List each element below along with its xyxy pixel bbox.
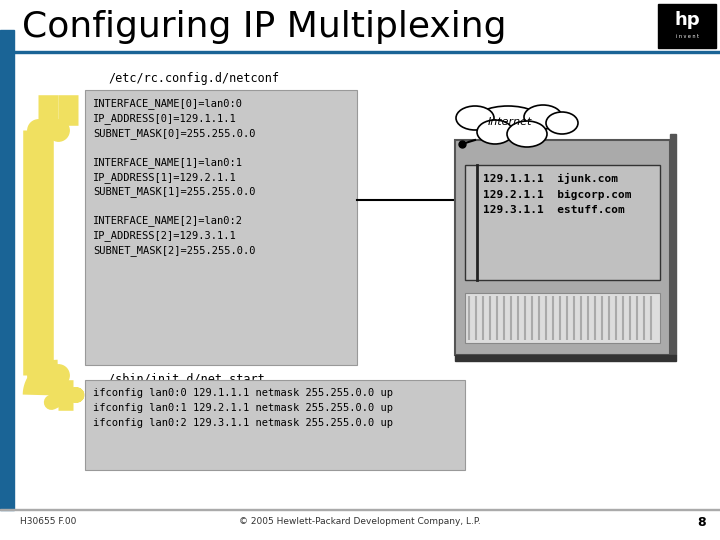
Bar [0,30,14,510]
Text: Configuring IP Multiplexing: Configuring IP Multiplexing [22,10,506,44]
Bar [0,509,720,510]
Text: 8: 8 [698,516,706,529]
Ellipse shape [473,106,543,138]
Text: i n v e n t: i n v e n t [675,35,698,39]
Ellipse shape [507,121,547,147]
Bar [670,134,676,355]
Bar [85,90,357,365]
Bar [465,293,660,343]
Bar [455,355,676,361]
Text: hp: hp [674,11,700,29]
Text: Internet: Internet [488,117,532,127]
Bar [658,4,716,48]
Text: 129.1.1.1  ijunk.com
129.2.1.1  bigcorp.com
129.3.1.1  estuff.com: 129.1.1.1 ijunk.com 129.2.1.1 bigcorp.co… [483,173,631,215]
Text: /etc/rc.config.d/netconf: /etc/rc.config.d/netconf [108,72,279,85]
Bar [0,51,720,53]
Bar [85,380,465,470]
Ellipse shape [456,106,494,130]
Ellipse shape [546,112,578,134]
Ellipse shape [524,105,562,129]
Bar [455,140,670,355]
Text: H30655 F.00: H30655 F.00 [20,517,76,526]
Ellipse shape [477,120,513,144]
Text: /sbin/init.d/net start: /sbin/init.d/net start [108,372,265,385]
Bar [465,165,660,280]
Text: ifconfig lan0:0 129.1.1.1 netmask 255.255.0.0 up
ifconfig lan0:1 129.2.1.1 netma: ifconfig lan0:0 129.1.1.1 netmask 255.25… [93,388,393,428]
Text: INTERFACE_NAME[0]=lan0:0
IP_ADDRESS[0]=129.1.1.1
SUBNET_MASK[0]=255.255.0.0

INT: INTERFACE_NAME[0]=lan0:0 IP_ADDRESS[0]=1… [93,98,256,256]
Text: © 2005 Hewlett-Packard Development Company, L.P.: © 2005 Hewlett-Packard Development Compa… [239,517,481,526]
